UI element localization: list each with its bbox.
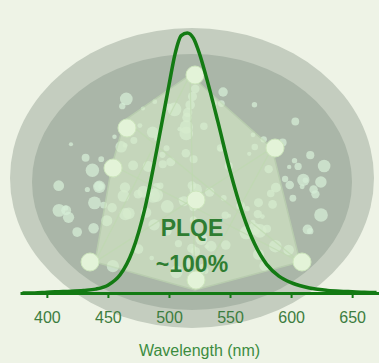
- x-tick-label: 550: [217, 309, 244, 326]
- crystal: [294, 163, 301, 170]
- crystal: [63, 212, 74, 223]
- background-fill: [0, 0, 379, 363]
- x-tick: [230, 293, 232, 298]
- x-tick-group: 400: [34, 293, 61, 326]
- crystal: [252, 102, 257, 107]
- crystal: [292, 158, 297, 163]
- crystal: [53, 180, 64, 191]
- crystal: [282, 176, 288, 182]
- annotations: PLQE ~100%: [156, 215, 228, 277]
- crystal: [307, 228, 313, 234]
- crystal: [303, 224, 313, 234]
- plot-area: [22, 33, 376, 293]
- crystal: [289, 195, 296, 202]
- x-tick-label: 500: [156, 309, 183, 326]
- x-tick: [46, 293, 48, 298]
- x-tick-group: 450: [95, 293, 122, 326]
- atom: [266, 139, 284, 157]
- crystal: [318, 160, 331, 173]
- x-tick-label: 650: [339, 309, 366, 326]
- crystal: [93, 181, 105, 193]
- crystal: [314, 208, 328, 222]
- crystal: [88, 223, 98, 233]
- atom: [293, 253, 311, 271]
- crystal: [285, 181, 294, 190]
- crystal: [297, 174, 309, 186]
- x-tick: [352, 293, 354, 298]
- annotation: PLQE: [161, 215, 224, 241]
- x-tick-label: 600: [278, 309, 305, 326]
- photo-dish-inner: [32, 54, 352, 310]
- background: [0, 0, 379, 363]
- atom: [104, 159, 122, 177]
- crystal: [53, 204, 66, 217]
- crystal: [72, 227, 82, 237]
- polyhedron-edge: [125, 120, 300, 262]
- crystal: [218, 87, 227, 96]
- polyhedron-edge: [112, 165, 300, 262]
- spectrum-line: [22, 33, 376, 293]
- crystal: [291, 118, 299, 126]
- crystal: [86, 164, 99, 177]
- crystal: [311, 190, 319, 198]
- crystal: [98, 156, 104, 162]
- x-tick-label: 450: [95, 309, 122, 326]
- atom: [118, 119, 136, 137]
- crystal: [306, 151, 314, 159]
- crystal: [63, 205, 68, 210]
- crystal: [300, 184, 305, 189]
- annotation: ~100%: [156, 251, 228, 277]
- x-tick: [291, 293, 293, 298]
- x-tick-group: 550: [217, 293, 244, 326]
- x-tick: [107, 293, 109, 298]
- x-tick-label: 400: [34, 309, 61, 326]
- crystal: [85, 187, 90, 192]
- atom: [187, 191, 205, 209]
- x-tick-group: 600: [278, 293, 305, 326]
- atom: [81, 253, 99, 271]
- crystal: [303, 177, 309, 183]
- photo-dish: [10, 28, 374, 328]
- crystal: [112, 134, 117, 139]
- x-tick-group: 500: [156, 293, 183, 326]
- atom: [186, 66, 204, 84]
- x-tick: [168, 293, 170, 298]
- crystal: [315, 176, 327, 188]
- x-tick-group: 650: [339, 293, 366, 326]
- crystal: [88, 196, 101, 209]
- crystal: [94, 182, 103, 191]
- x-axis-line: [21, 292, 379, 295]
- polyhedron-edge: [95, 148, 272, 262]
- x-axis: 400 450 500 550 600 650: [21, 293, 379, 326]
- crystal: [69, 142, 73, 146]
- crystal: [287, 165, 291, 169]
- x-axis-title: Wavelength (nm): [139, 342, 260, 359]
- crystal: [82, 154, 90, 162]
- crystal: [120, 93, 133, 106]
- polyhedron: [95, 75, 300, 290]
